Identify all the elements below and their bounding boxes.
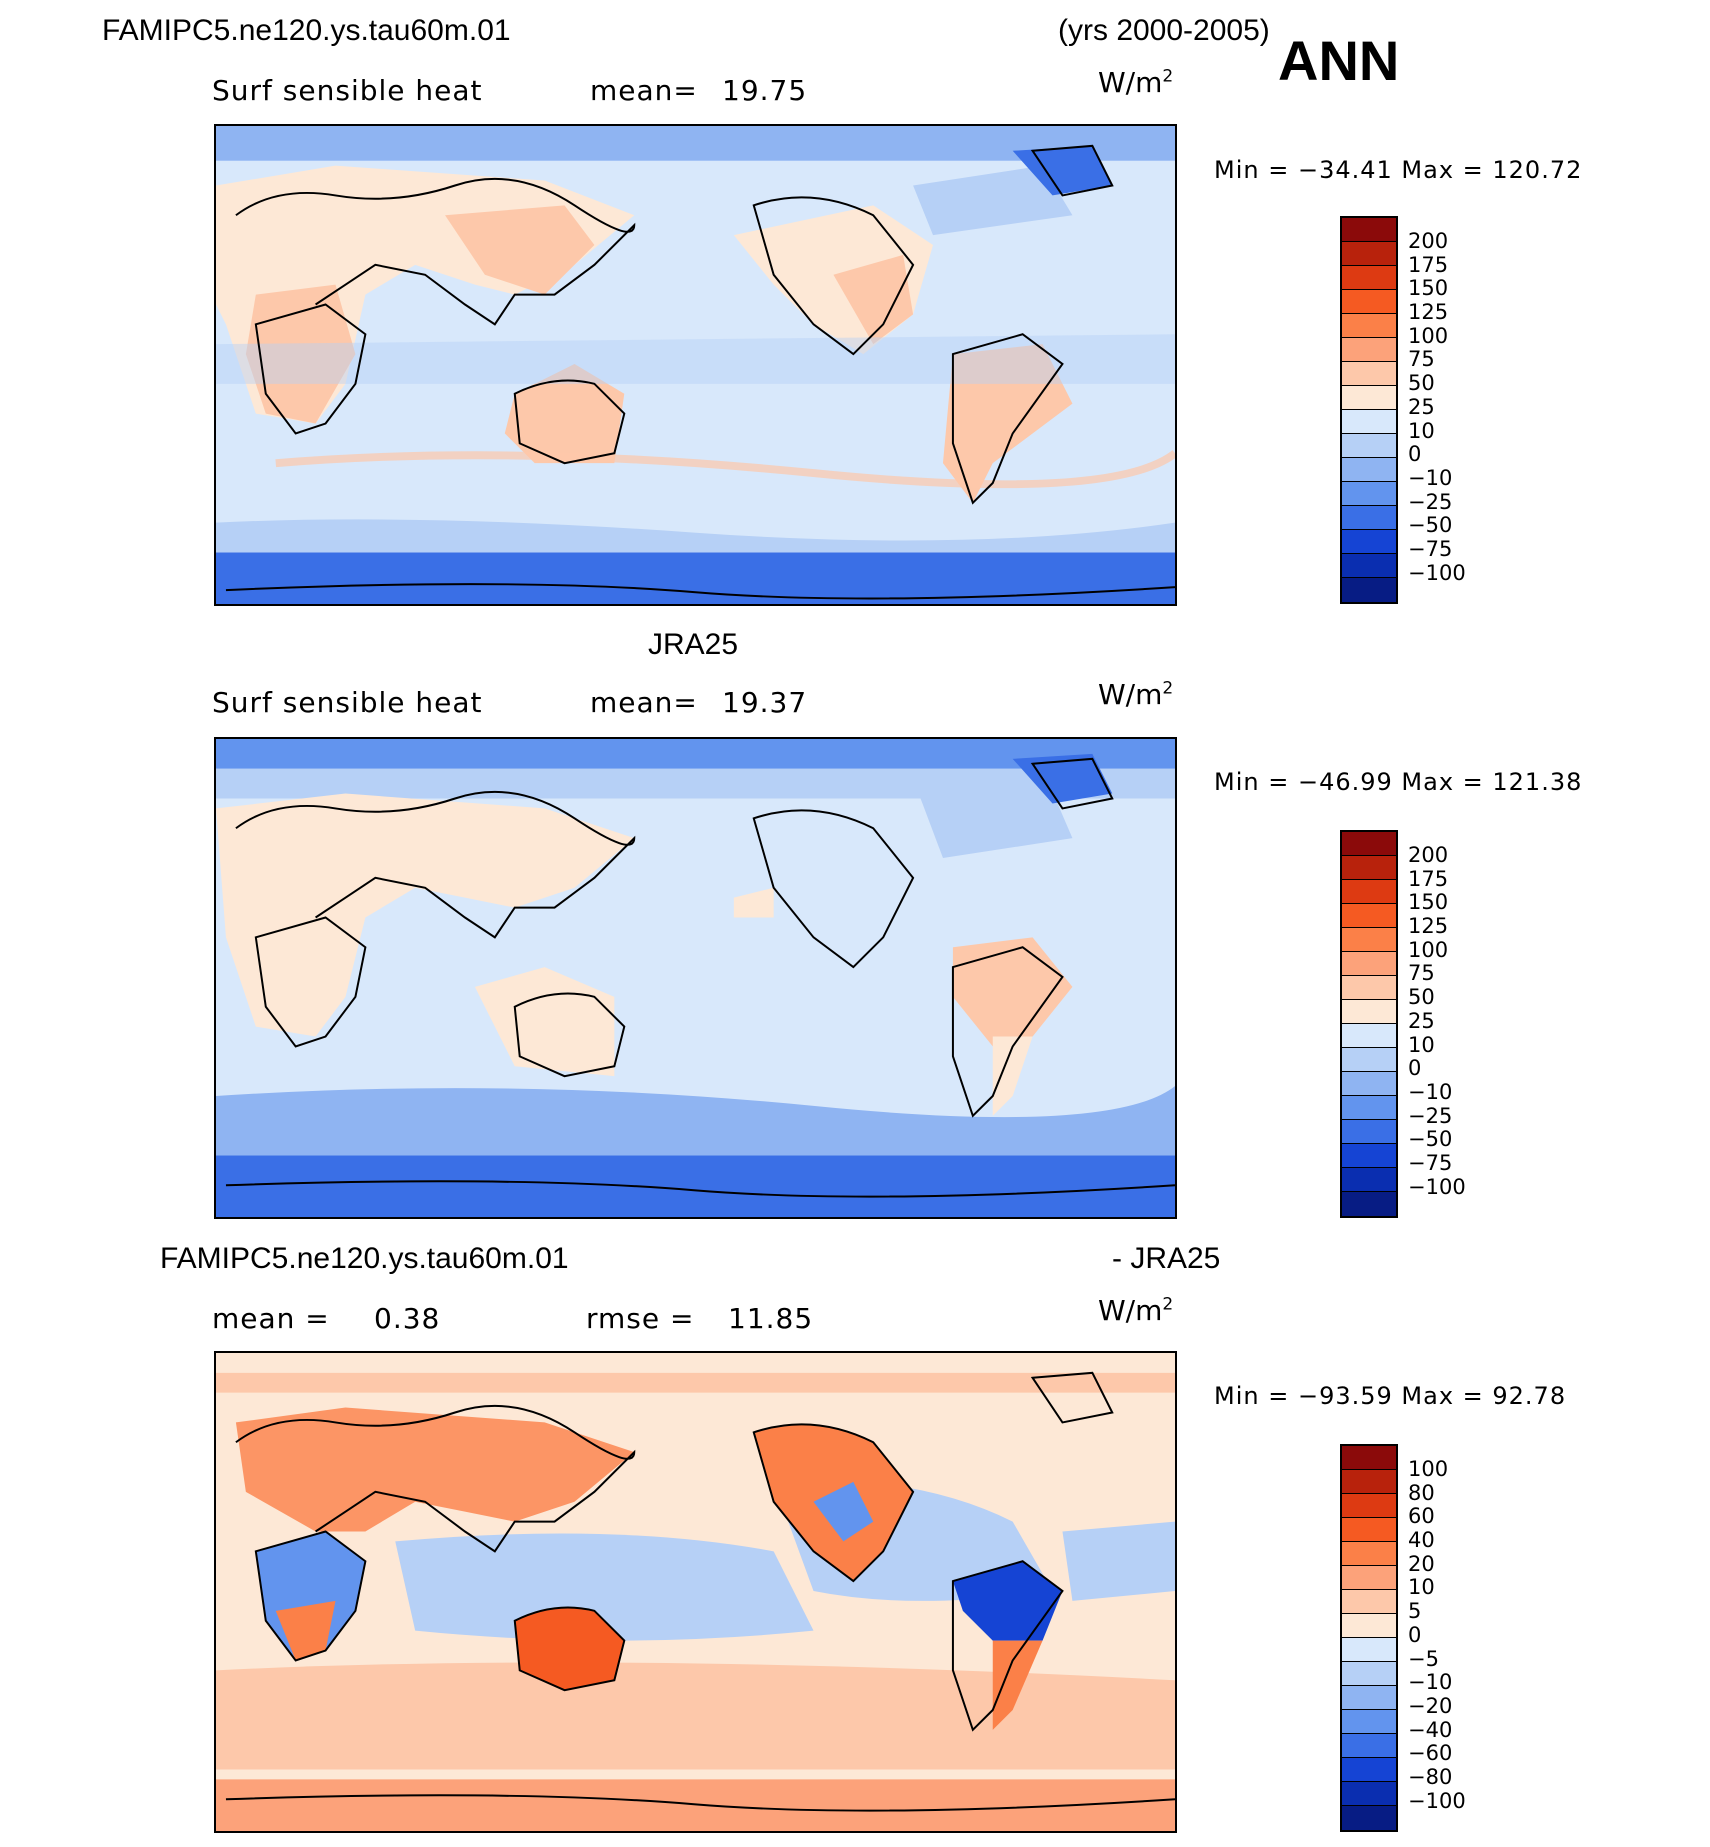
legend-tick: −75 [1408, 536, 1453, 561]
legend-tick: 5 [1408, 1599, 1422, 1624]
legend-tick: 100 [1408, 1457, 1449, 1481]
legend-tick: 25 [1408, 394, 1435, 419]
legend-tick: 10 [1408, 1032, 1435, 1057]
legend-tick: 60 [1408, 1504, 1435, 1529]
legend-tick: 200 [1408, 229, 1449, 253]
legend-tick: 75 [1408, 961, 1435, 986]
panel3-title-left: FAMIPC5.ne120.ys.tau60m.01 [160, 1242, 569, 1275]
legend-tick: 10 [1408, 418, 1435, 443]
panel2-minmax: Min = −46.99 Max = 121.38 [1214, 768, 1583, 796]
panel1-mean-value: 19.75 [722, 74, 808, 107]
legend-tick: 0 [1408, 442, 1422, 467]
panel2-colorbar-labels: 200 175 150 125 100 75 50 25 10 0 −10 −2… [1408, 843, 1466, 1198]
panel1-variable: Surf sensible heat [212, 74, 483, 107]
years-label: (yrs 2000-2005) [1058, 14, 1270, 47]
panel1-minmax: Min = −34.41 Max = 120.72 [1214, 156, 1583, 184]
legend-tick: 125 [1408, 914, 1449, 939]
panel3-units: W/m2 [1098, 1294, 1174, 1327]
panel1-mean-label: mean= [590, 74, 698, 107]
legend-tick: −100 [1408, 1788, 1466, 1813]
legend-tick: −75 [1408, 1150, 1453, 1175]
legend-tick: −60 [1408, 1741, 1453, 1766]
legend-tick: 150 [1408, 890, 1449, 915]
legend-tick: 40 [1408, 1528, 1435, 1553]
panel3-mean-label: mean = [212, 1302, 330, 1335]
legend-tick: 50 [1408, 985, 1435, 1010]
legend-tick: −100 [1408, 560, 1466, 585]
legend-tick: −80 [1408, 1764, 1453, 1789]
legend-tick: 150 [1408, 276, 1449, 301]
panel3-map [214, 1351, 1177, 1833]
panel3-mean-value: 0.38 [374, 1302, 441, 1335]
panel1-colorbar-labels: 200 175 150 125 100 75 50 25 10 0 −10 −2… [1408, 229, 1466, 584]
panel3-colorbar [1340, 1444, 1398, 1832]
panel2-title: JRA25 [648, 628, 739, 661]
panel3-rmse-value: 11.85 [728, 1302, 814, 1335]
panel2-mean-label: mean= [590, 686, 698, 719]
legend-tick: −10 [1408, 1670, 1453, 1695]
legend-tick: 75 [1408, 347, 1435, 372]
legend-tick: 50 [1408, 371, 1435, 396]
legend-tick: −5 [1408, 1646, 1439, 1671]
legend-tick: 100 [1408, 323, 1449, 348]
panel1-colorbar [1340, 216, 1398, 604]
legend-tick: −25 [1408, 1103, 1453, 1128]
panel2-mean-value: 19.37 [722, 686, 808, 719]
legend-tick: 10 [1408, 1575, 1435, 1600]
legend-tick: 20 [1408, 1551, 1435, 1576]
panel3-minmax: Min = −93.59 Max = 92.78 [1214, 1382, 1567, 1410]
legend-tick: 100 [1408, 937, 1449, 962]
panel1-map [214, 124, 1177, 606]
panel2-colorbar [1340, 830, 1398, 1218]
panel3-rmse-label: rmse = [586, 1302, 695, 1335]
season-label: ANN [1278, 29, 1400, 92]
legend-tick: 175 [1408, 252, 1449, 277]
panel1-units: W/m2 [1098, 66, 1174, 99]
panel3-colorbar-labels: 100 80 60 40 20 10 5 0 −5 −10 −20 −40 −6… [1408, 1457, 1466, 1812]
legend-tick: 175 [1408, 866, 1449, 891]
legend-tick: −10 [1408, 1079, 1453, 1104]
panel2-map [214, 737, 1177, 1219]
panel3-title-right: - JRA25 [1112, 1242, 1221, 1275]
legend-tick: −10 [1408, 465, 1453, 490]
legend-tick: −50 [1408, 1127, 1453, 1152]
legend-tick: 0 [1408, 1056, 1422, 1081]
panel2-variable: Surf sensible heat [212, 686, 483, 719]
legend-tick: −25 [1408, 489, 1453, 514]
legend-tick: −40 [1408, 1717, 1453, 1742]
legend-tick: 0 [1408, 1622, 1422, 1647]
legend-tick: −50 [1408, 513, 1453, 538]
legend-tick: −100 [1408, 1174, 1466, 1199]
case-title: FAMIPC5.ne120.ys.tau60m.01 [102, 14, 511, 47]
legend-tick: 80 [1408, 1480, 1435, 1505]
legend-tick: 25 [1408, 1008, 1435, 1033]
legend-tick: −20 [1408, 1693, 1453, 1718]
legend-tick: 125 [1408, 300, 1449, 325]
panel2-units: W/m2 [1098, 678, 1174, 711]
legend-tick: 200 [1408, 843, 1449, 867]
